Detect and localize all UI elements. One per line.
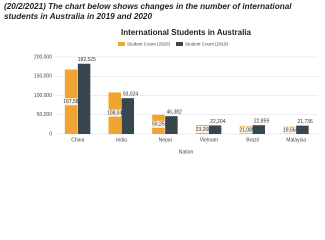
- value-label: 22,859: [254, 119, 270, 125]
- x-axis-label: Nation: [179, 149, 194, 155]
- y-tick-label: 100,000: [34, 93, 52, 99]
- bar: [208, 125, 222, 134]
- value-label: 23,268: [196, 127, 212, 133]
- chart: International Students in Australia Nati…: [34, 28, 318, 155]
- value-label-box: [281, 126, 301, 134]
- bar: [296, 125, 309, 134]
- value-label: 21,736: [298, 119, 314, 125]
- bar: [252, 125, 265, 134]
- chart-title: International Students in Australia: [121, 28, 251, 37]
- legend-swatch: [118, 42, 125, 46]
- legend-label: Student Count (2019): [185, 42, 229, 47]
- value-label: 46,382: [167, 109, 183, 115]
- x-tick-label: Brazil: [246, 137, 259, 143]
- value-label: 50,253: [152, 122, 168, 128]
- value-label-box: [106, 109, 126, 117]
- value-label-box: [150, 120, 170, 128]
- value-label: 21,089: [239, 127, 255, 133]
- bar: [121, 98, 134, 134]
- value-label: 19,564: [283, 128, 299, 134]
- x-tick-label: China: [71, 137, 84, 143]
- bar: [77, 63, 91, 134]
- value-label-box: [237, 126, 257, 134]
- x-tick-label: Malaysia: [286, 137, 306, 143]
- value-label: 22,204: [210, 119, 226, 125]
- legend-label: Student Count (2020): [127, 42, 171, 47]
- value-label: 93,024: [123, 92, 139, 98]
- value-label: 108,041: [107, 111, 125, 117]
- legend-swatch: [176, 42, 183, 46]
- value-label-box: [193, 126, 213, 134]
- heading: (20/2/2021) The chart below shows change…: [4, 2, 292, 21]
- value-label: 182,525: [78, 57, 96, 63]
- y-tick-label: 200,000: [34, 54, 52, 60]
- y-tick-label: 0: [49, 131, 52, 137]
- x-tick-label: India: [116, 137, 127, 143]
- value-label-box: [62, 98, 82, 106]
- value-label: 167,588: [63, 99, 81, 105]
- x-tick-label: Vietnam: [200, 137, 218, 143]
- y-tick-label: 150,000: [34, 74, 52, 80]
- x-tick-label: Nepal: [159, 137, 172, 143]
- page: (20/2/2021) The chart below shows change…: [4, 2, 318, 156]
- bar: [165, 116, 178, 134]
- y-tick-label: 50,000: [37, 112, 53, 118]
